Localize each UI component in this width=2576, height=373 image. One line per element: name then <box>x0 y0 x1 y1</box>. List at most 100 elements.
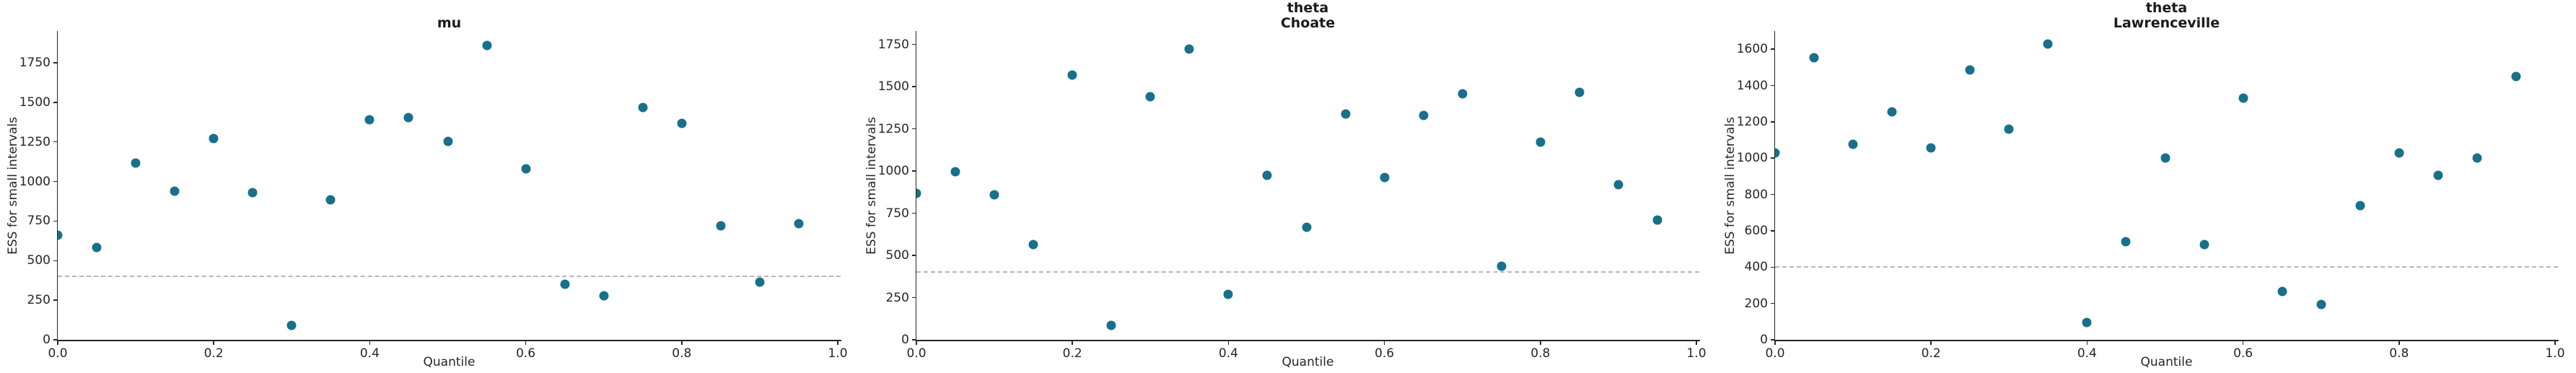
scatter-point <box>521 164 531 174</box>
scatter-point <box>1419 110 1429 120</box>
scatter-point <box>2511 71 2521 82</box>
scatter-point <box>2199 240 2209 250</box>
x-axis-label: Quantile <box>423 355 476 369</box>
scatter-point <box>1613 180 1624 190</box>
y-axis-spine <box>915 31 916 341</box>
plot-area <box>1775 31 2558 340</box>
y-tick-label: 600 <box>1744 223 1768 238</box>
x-tick-mark <box>2398 341 2400 345</box>
y-tick-label: 750 <box>27 214 51 229</box>
x-tick-mark <box>1930 341 1932 345</box>
y-axis-label-wrap: ESS for small intervals <box>1719 31 1742 340</box>
panel-title-line-1: theta <box>1287 0 1329 16</box>
x-tick-label: 0.8 <box>2389 346 2409 361</box>
scatter-point <box>403 113 413 123</box>
y-tick-label: 1000 <box>877 164 909 179</box>
x-tick-label: 0.0 <box>906 346 926 361</box>
y-tick-mark <box>1770 266 1774 268</box>
scatter-point <box>1184 44 1194 54</box>
y-tick-mark <box>911 128 916 130</box>
scatter-point <box>1302 222 1311 232</box>
min-ess-dashed-line <box>1775 266 2558 268</box>
scatter-point <box>1458 89 1468 99</box>
y-axis-label: ESS for small intervals <box>864 116 879 255</box>
x-tick-label: 0.4 <box>2077 346 2097 361</box>
y-tick-mark <box>53 180 57 183</box>
y-tick-label: 1000 <box>1736 151 1768 166</box>
panel-title-line-2: Choate <box>1280 15 1336 31</box>
y-tick-label: 1250 <box>19 134 51 149</box>
x-tick-label: 0.0 <box>48 346 68 361</box>
x-axis-spine <box>915 340 1700 341</box>
y-tick-label: 400 <box>1744 260 1768 275</box>
y-tick-mark <box>53 339 57 341</box>
y-tick-label: 500 <box>885 248 909 263</box>
scatter-point <box>247 188 258 198</box>
scatter-point <box>131 158 141 168</box>
scatter-point <box>92 242 102 253</box>
scatter-point <box>1848 139 1858 149</box>
plot-area <box>916 31 1699 340</box>
y-tick-mark <box>1770 48 1774 50</box>
y-tick-mark <box>1770 157 1774 159</box>
y-tick-mark <box>53 62 57 63</box>
y-tick-mark <box>1770 339 1774 341</box>
scatter-point <box>560 279 570 289</box>
x-tick-mark <box>1383 341 1385 345</box>
x-tick-mark <box>916 341 917 345</box>
x-tick-mark <box>2554 341 2556 345</box>
y-tick-label: 1400 <box>1736 78 1768 93</box>
scatter-point <box>1028 240 1038 250</box>
x-tick-mark <box>213 341 214 345</box>
panel-title: theta Lawrenceville <box>1775 0 2558 31</box>
panel-title-line-1: theta <box>2145 0 2188 16</box>
x-tick-label: 0.6 <box>516 346 536 361</box>
x-tick-mark <box>57 341 58 345</box>
y-tick-label: 0 <box>1760 333 1768 347</box>
y-tick-label: 0 <box>43 333 51 347</box>
x-tick-label: 1.0 <box>1686 346 1707 361</box>
y-tick-label: 1250 <box>877 121 909 136</box>
y-tick-mark <box>1770 193 1774 196</box>
y-tick-mark <box>53 260 57 261</box>
y-tick-label: 0 <box>901 333 909 347</box>
scatter-point <box>2277 286 2287 297</box>
y-axis-spine <box>56 31 58 341</box>
x-tick-label: 0.6 <box>1375 346 1395 361</box>
scatter-point <box>2043 39 2053 49</box>
x-tick-mark <box>1540 341 1541 345</box>
plot-area <box>58 31 841 340</box>
x-axis-label: Quantile <box>1282 355 1334 369</box>
y-tick-label: 1600 <box>1736 42 1768 57</box>
y-tick-mark <box>1770 302 1774 304</box>
y-tick-mark <box>911 43 916 45</box>
scatter-point <box>2472 153 2482 163</box>
x-tick-mark <box>1072 341 1073 345</box>
panel-title: mu <box>58 0 841 31</box>
scatter-point <box>1965 65 1975 75</box>
scatter-point <box>2238 93 2248 103</box>
x-tick-label: 0.8 <box>672 346 692 361</box>
scatter-point <box>916 188 921 198</box>
scatter-point <box>677 118 687 128</box>
scatter-point <box>1262 170 1272 180</box>
scatter-point <box>950 167 960 177</box>
x-tick-mark <box>1227 341 1230 345</box>
y-tick-mark <box>1770 84 1774 87</box>
y-tick-mark <box>53 299 57 301</box>
y-tick-label: 1500 <box>19 95 51 110</box>
min-ess-dashed-line <box>916 271 1699 273</box>
y-tick-label: 500 <box>27 253 51 268</box>
scatter-point <box>1926 143 1936 153</box>
scatter-point <box>1341 109 1351 119</box>
x-axis-spine <box>1774 340 2559 341</box>
panel-title: theta Choate <box>916 0 1699 31</box>
ess-plot-panel-theta-choate: theta Choate ESS for small intervals 0.0… <box>859 0 1717 373</box>
scatter-point <box>443 136 452 146</box>
scatter-point <box>989 190 999 200</box>
scatter-point <box>1380 172 1390 183</box>
scatter-point <box>2121 237 2131 247</box>
y-tick-mark <box>53 220 57 222</box>
y-tick-mark <box>911 86 916 87</box>
